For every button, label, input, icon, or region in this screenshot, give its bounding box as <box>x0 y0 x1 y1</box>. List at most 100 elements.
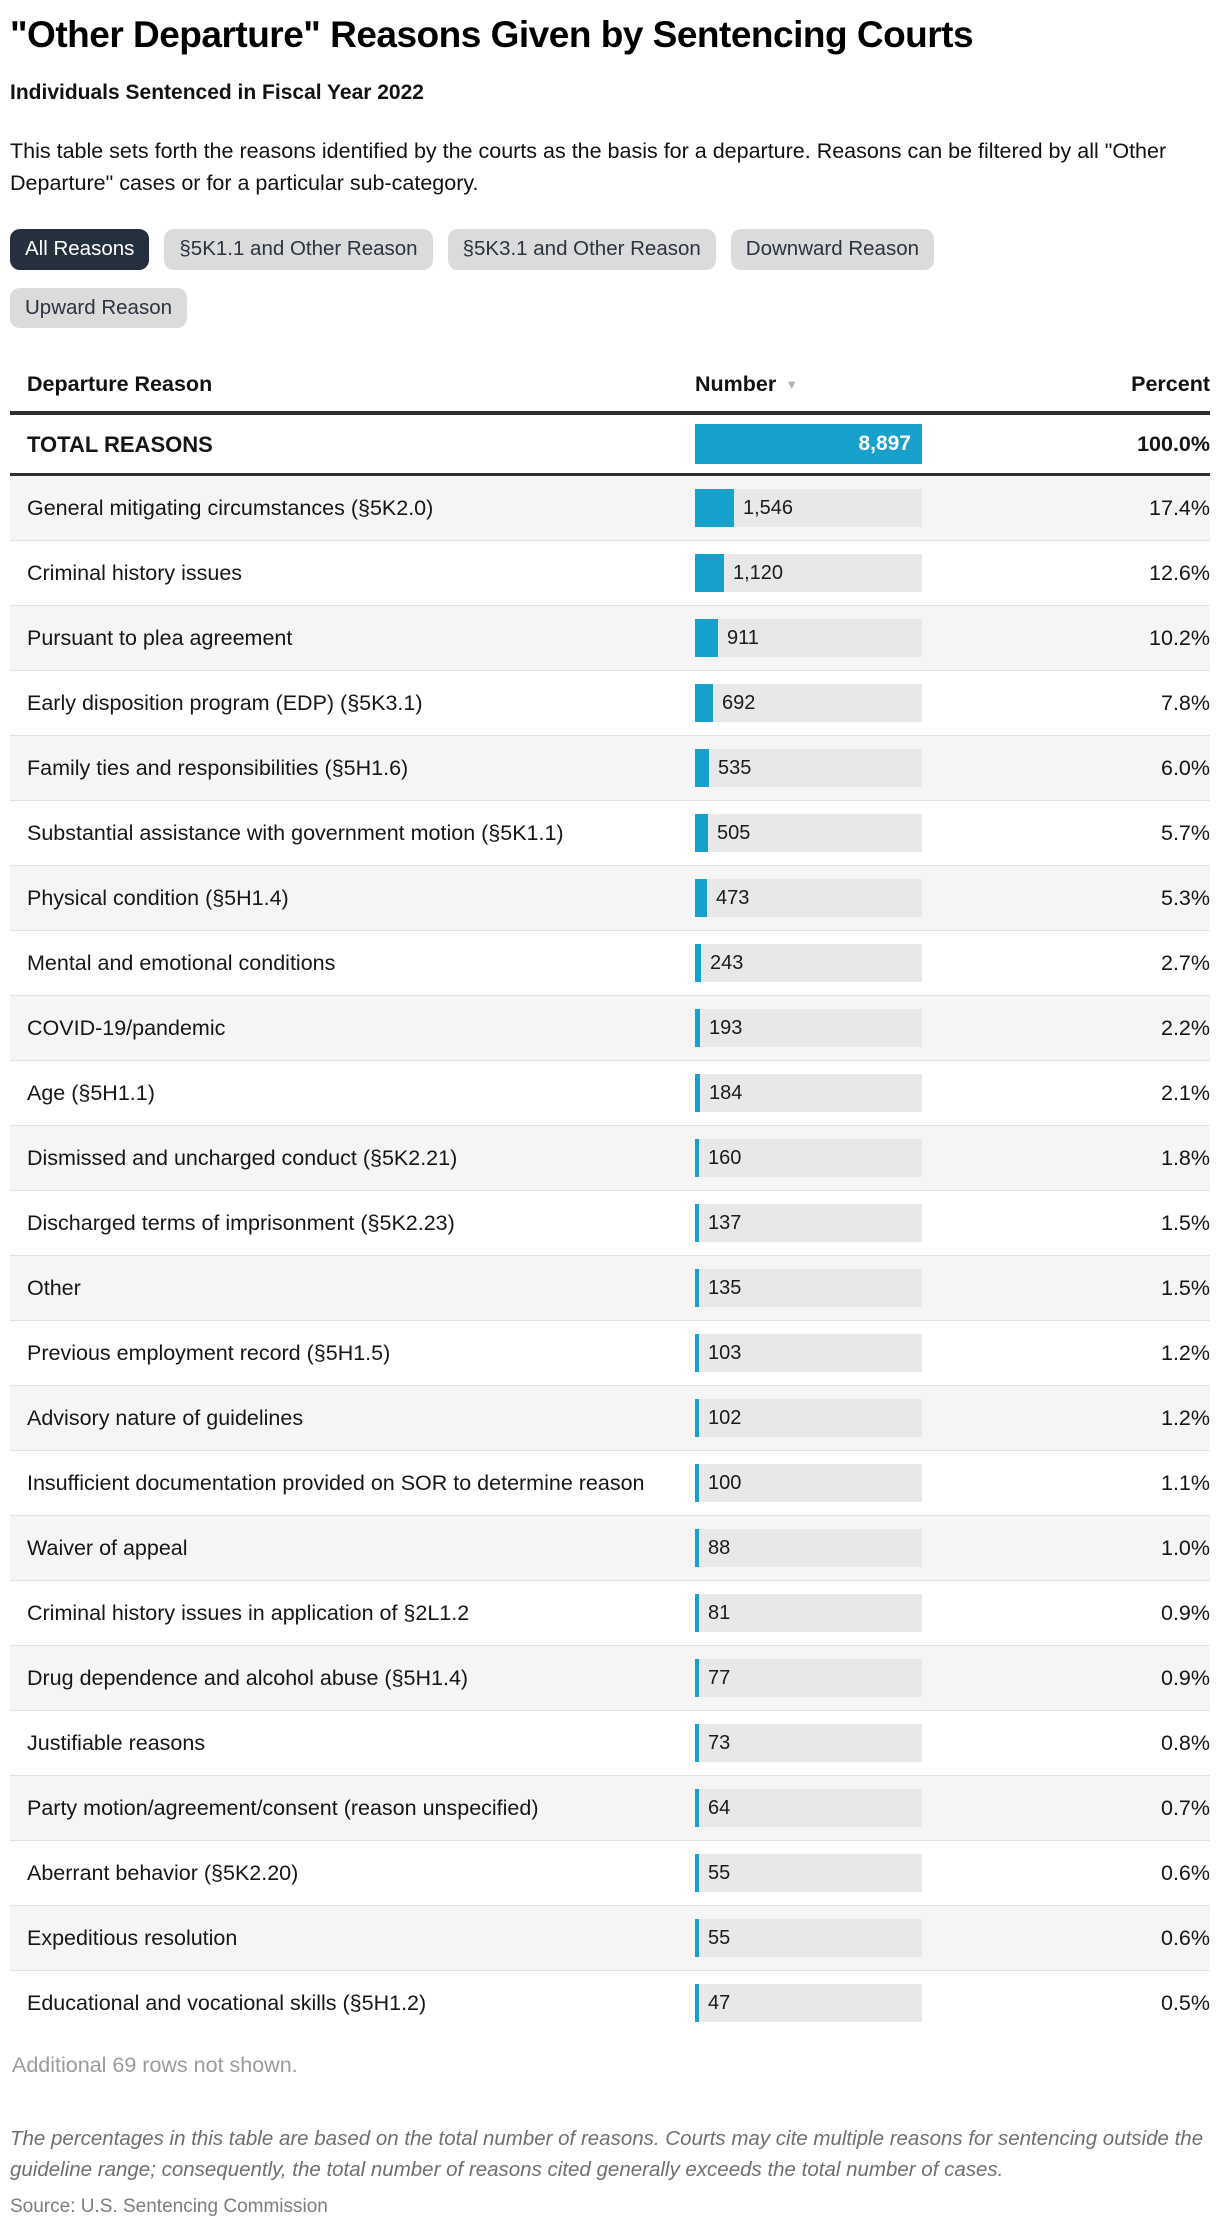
row-bar-track: 55 <box>695 1919 922 1958</box>
header-number[interactable]: Number ▼ <box>695 372 922 397</box>
row-label: COVID-19/pandemic <box>27 1015 226 1040</box>
row-bar-track: 102 <box>695 1399 922 1438</box>
row-label: Age (§5H1.1) <box>27 1080 155 1105</box>
row-bar-track: 505 <box>695 814 922 853</box>
table-row: Other 135 1.5% <box>10 1255 1210 1321</box>
table-row: Dismissed and uncharged conduct (§5K2.21… <box>10 1125 1210 1191</box>
row-bar-cell: 88 <box>695 1529 922 1568</box>
row-percent: 2.1% <box>1160 1080 1210 1105</box>
filter-pill--5k3.1-and-other-reason[interactable]: §5K3.1 and Other Reason <box>447 229 716 270</box>
row-bar-cell: 692 <box>695 684 922 723</box>
row-bar-fill <box>695 619 718 658</box>
row-bar-cell: 473 <box>695 879 922 918</box>
row-label: Substantial assistance with government m… <box>27 820 564 845</box>
row-percent: 1.5% <box>1160 1275 1210 1300</box>
filter-pill-all-reasons[interactable]: All Reasons <box>10 229 150 270</box>
row-bar-cell: 73 <box>695 1724 922 1763</box>
table-row: Physical condition (§5H1.4) 473 5.3% <box>10 865 1210 931</box>
row-bar-fill <box>695 1269 699 1308</box>
table-row: Criminal history issues in application o… <box>10 1580 1210 1645</box>
row-bar-cell: 100 <box>695 1464 922 1503</box>
table-row: Substantial assistance with government m… <box>10 800 1210 865</box>
filter-pill-downward-reason[interactable]: Downward Reason <box>730 229 934 270</box>
row-label: Advisory nature of guidelines <box>27 1405 304 1430</box>
row-bar-cell: 55 <box>695 1919 922 1958</box>
row-label: Justifiable reasons <box>27 1730 206 1755</box>
row-bar-cell: 160 <box>695 1139 922 1178</box>
row-percent: 12.6% <box>1149 560 1210 585</box>
row-number-value: 102 <box>708 1406 742 1429</box>
more-rows-note: Additional 69 rows not shown. <box>12 2053 298 2078</box>
row-bar-track: 1,546 <box>695 489 922 528</box>
row-number-value: 73 <box>708 1731 731 1754</box>
row-label: Aberrant behavior (§5K2.20) <box>27 1860 299 1885</box>
row-bar-fill <box>695 1529 699 1568</box>
header-percent[interactable]: Percent <box>1131 372 1210 397</box>
row-number-value: 100 <box>708 1471 742 1494</box>
row-bar-cell: 103 <box>695 1334 922 1373</box>
row-label: Other <box>27 1275 81 1300</box>
row-bar-cell: 64 <box>695 1789 922 1828</box>
total-row-value: 8,897 <box>858 432 911 456</box>
row-number-value: 193 <box>709 1016 743 1039</box>
row-bar-cell: 137 <box>695 1204 922 1243</box>
row-bar-cell: 184 <box>695 1074 922 1113</box>
source-line: Source: U.S. Sentencing Commission <box>10 2195 328 2217</box>
row-bar-fill <box>695 1074 700 1113</box>
table-row: Advisory nature of guidelines 102 1.2% <box>10 1385 1210 1451</box>
row-number-value: 103 <box>708 1341 742 1364</box>
row-bar-track: 73 <box>695 1724 922 1763</box>
row-bar-track: 243 <box>695 944 922 983</box>
row-bar-track: 193 <box>695 1009 922 1048</box>
header-number-label: Number <box>695 372 777 397</box>
row-label: General mitigating circumstances (§5K2.0… <box>27 495 434 520</box>
row-number-value: 64 <box>708 1796 731 1819</box>
table-row: Pursuant to plea agreement 911 10.2% <box>10 605 1210 671</box>
row-bar-cell: 535 <box>695 749 922 788</box>
row-bar-track: 47 <box>695 1984 922 2023</box>
row-label: Criminal history issues in application o… <box>27 1600 470 1625</box>
row-bar-fill <box>695 1334 699 1373</box>
total-row-bar: 8,897 <box>695 424 922 465</box>
row-number-value: 88 <box>708 1536 731 1559</box>
row-bar-fill <box>695 944 701 983</box>
row-number-value: 243 <box>710 951 744 974</box>
filter-pill-upward-reason[interactable]: Upward Reason <box>10 287 187 329</box>
row-bar-cell: 77 <box>695 1659 922 1698</box>
row-number-value: 505 <box>717 821 751 844</box>
header-departure-reason[interactable]: Departure Reason <box>27 372 213 397</box>
row-percent: 5.3% <box>1160 885 1210 910</box>
row-percent: 17.4% <box>1149 495 1210 520</box>
row-bar-cell: 55 <box>695 1854 922 1893</box>
table-row: Discharged terms of imprisonment (§5K2.2… <box>10 1190 1210 1255</box>
row-number-value: 55 <box>708 1861 731 1884</box>
table-row: Mental and emotional conditions 243 2.7% <box>10 930 1210 995</box>
page-title: "Other Departure" Reasons Given by Sente… <box>10 14 974 55</box>
table-row: Age (§5H1.1) 184 2.1% <box>10 1060 1210 1125</box>
filter-pill--5k1.1-and-other-reason[interactable]: §5K1.1 and Other Reason <box>164 229 433 270</box>
table-row: Waiver of appeal 88 1.0% <box>10 1515 1210 1581</box>
row-percent: 1.0% <box>1160 1535 1210 1560</box>
table-row: Drug dependence and alcohol abuse (§5H1.… <box>10 1645 1210 1711</box>
row-bar-cell: 1,120 <box>695 554 922 593</box>
row-bar-cell: 193 <box>695 1009 922 1048</box>
table-row: Family ties and responsibilities (§5H1.6… <box>10 735 1210 801</box>
row-label: Expeditious resolution <box>27 1925 238 1950</box>
row-percent: 0.8% <box>1160 1730 1210 1755</box>
row-bar-track: 911 <box>695 619 922 658</box>
row-label: Criminal history issues <box>27 560 243 585</box>
row-bar-fill <box>695 554 724 593</box>
row-bar-cell: 1,546 <box>695 489 922 528</box>
row-bar-fill <box>695 1204 699 1243</box>
row-percent: 0.7% <box>1160 1795 1210 1820</box>
row-bar-track: 473 <box>695 879 922 918</box>
row-bar-fill <box>695 1399 699 1438</box>
row-bar-fill <box>695 489 734 528</box>
row-percent: 0.6% <box>1160 1860 1210 1885</box>
row-label: Mental and emotional conditions <box>27 950 336 975</box>
row-bar-fill <box>695 1984 699 2023</box>
row-number-value: 160 <box>708 1146 742 1169</box>
row-number-value: 473 <box>716 886 750 909</box>
sort-desc-icon[interactable]: ▼ <box>785 377 799 393</box>
row-bar-track: 103 <box>695 1334 922 1373</box>
